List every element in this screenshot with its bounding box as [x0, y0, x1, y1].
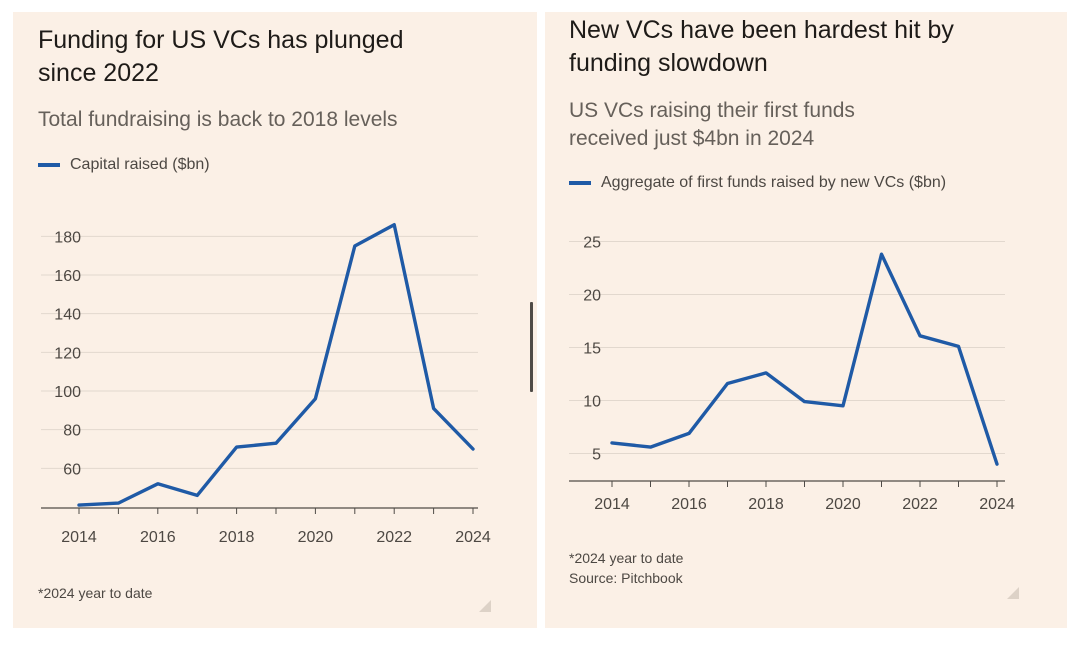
x-tick-label: 2022: [902, 496, 938, 513]
y-tick-label: 10: [583, 394, 601, 411]
series-line: [77, 222, 475, 507]
left-chart-subtitle: Total fundraising is back to 2018 levels: [38, 108, 398, 131]
y-tick-label: 160: [54, 268, 81, 285]
x-tick-label: 2024: [979, 496, 1015, 513]
y-tick-label: 5: [592, 447, 601, 464]
x-tick-label: 2020: [825, 496, 861, 513]
x-tick-label: 2022: [376, 529, 412, 546]
right-subtitle-line-2: received just $4bn in 2024: [569, 127, 815, 150]
left-chart-legend: Capital raised ($bn): [38, 156, 210, 174]
right-chart-subtitle: US VCs raising their first funds receive…: [569, 97, 855, 153]
legend-label: Capital raised ($bn): [70, 156, 210, 173]
right-chart-title: New VCs have been hardest hit by funding…: [569, 14, 954, 80]
right-chart-panel: New VCs have been hardest hit by funding…: [545, 12, 1067, 628]
y-tick-label: 80: [63, 423, 81, 440]
scrollbar-handle[interactable]: [530, 302, 533, 392]
left-chart-footnote: *2024 year to date: [38, 585, 153, 601]
right-title-line-1: New VCs have been hardest hit by: [569, 16, 954, 44]
resize-grip-icon: [1007, 587, 1019, 599]
y-tick-label: 25: [583, 235, 601, 252]
x-tick-label: 2014: [594, 496, 630, 513]
x-tick-label: 2016: [671, 496, 707, 513]
y-tick-label: 100: [54, 384, 81, 401]
y-tick-label: 120: [54, 345, 81, 362]
left-title-line-1: Funding for US VCs has plunged: [38, 26, 404, 54]
right-line-chart: 5 10 15 20 25 2014 2016 2018 2020 2022 2024: [569, 235, 1015, 513]
left-chart-title: Funding for US VCs has plunged since 202…: [38, 24, 404, 90]
x-tick-label: 2014: [61, 529, 97, 546]
right-chart-legend: Aggregate of first funds raised by new V…: [569, 174, 946, 192]
series-line: [610, 252, 999, 466]
right-note-line-1: *2024 year to date: [569, 550, 684, 566]
left-title-line-2: since 2022: [38, 59, 159, 87]
right-note-line-2: Source: Pitchbook: [569, 570, 683, 586]
legend-label: Aggregate of first funds raised by new V…: [601, 174, 947, 191]
y-tick-label: 60: [63, 461, 81, 478]
x-tick-label: 2018: [219, 529, 255, 546]
y-tick-label: 20: [583, 288, 601, 305]
resize-grip-icon: [479, 600, 491, 612]
right-title-line-2: funding slowdown: [569, 49, 768, 77]
legend-line-swatch: [38, 163, 60, 167]
right-chart-footnote: *2024 year to date Source: Pitchbook: [569, 548, 683, 588]
left-line-chart: 60 80 100 120 140 160 180 2014 2016 2018 2020 2022 2…: [41, 222, 491, 546]
x-tick-label: 2016: [140, 529, 176, 546]
x-tick-label: 2024: [455, 529, 491, 546]
y-tick-label: 140: [54, 307, 81, 324]
x-tick-label: 2018: [748, 496, 784, 513]
y-tick-label: 15: [583, 341, 601, 358]
left-chart-panel: Funding for US VCs has plunged since 202…: [13, 12, 537, 628]
legend-line-swatch: [569, 181, 591, 185]
right-subtitle-line-1: US VCs raising their first funds: [569, 99, 855, 122]
x-tick-label: 2020: [298, 529, 334, 546]
y-tick-label: 180: [54, 229, 81, 246]
